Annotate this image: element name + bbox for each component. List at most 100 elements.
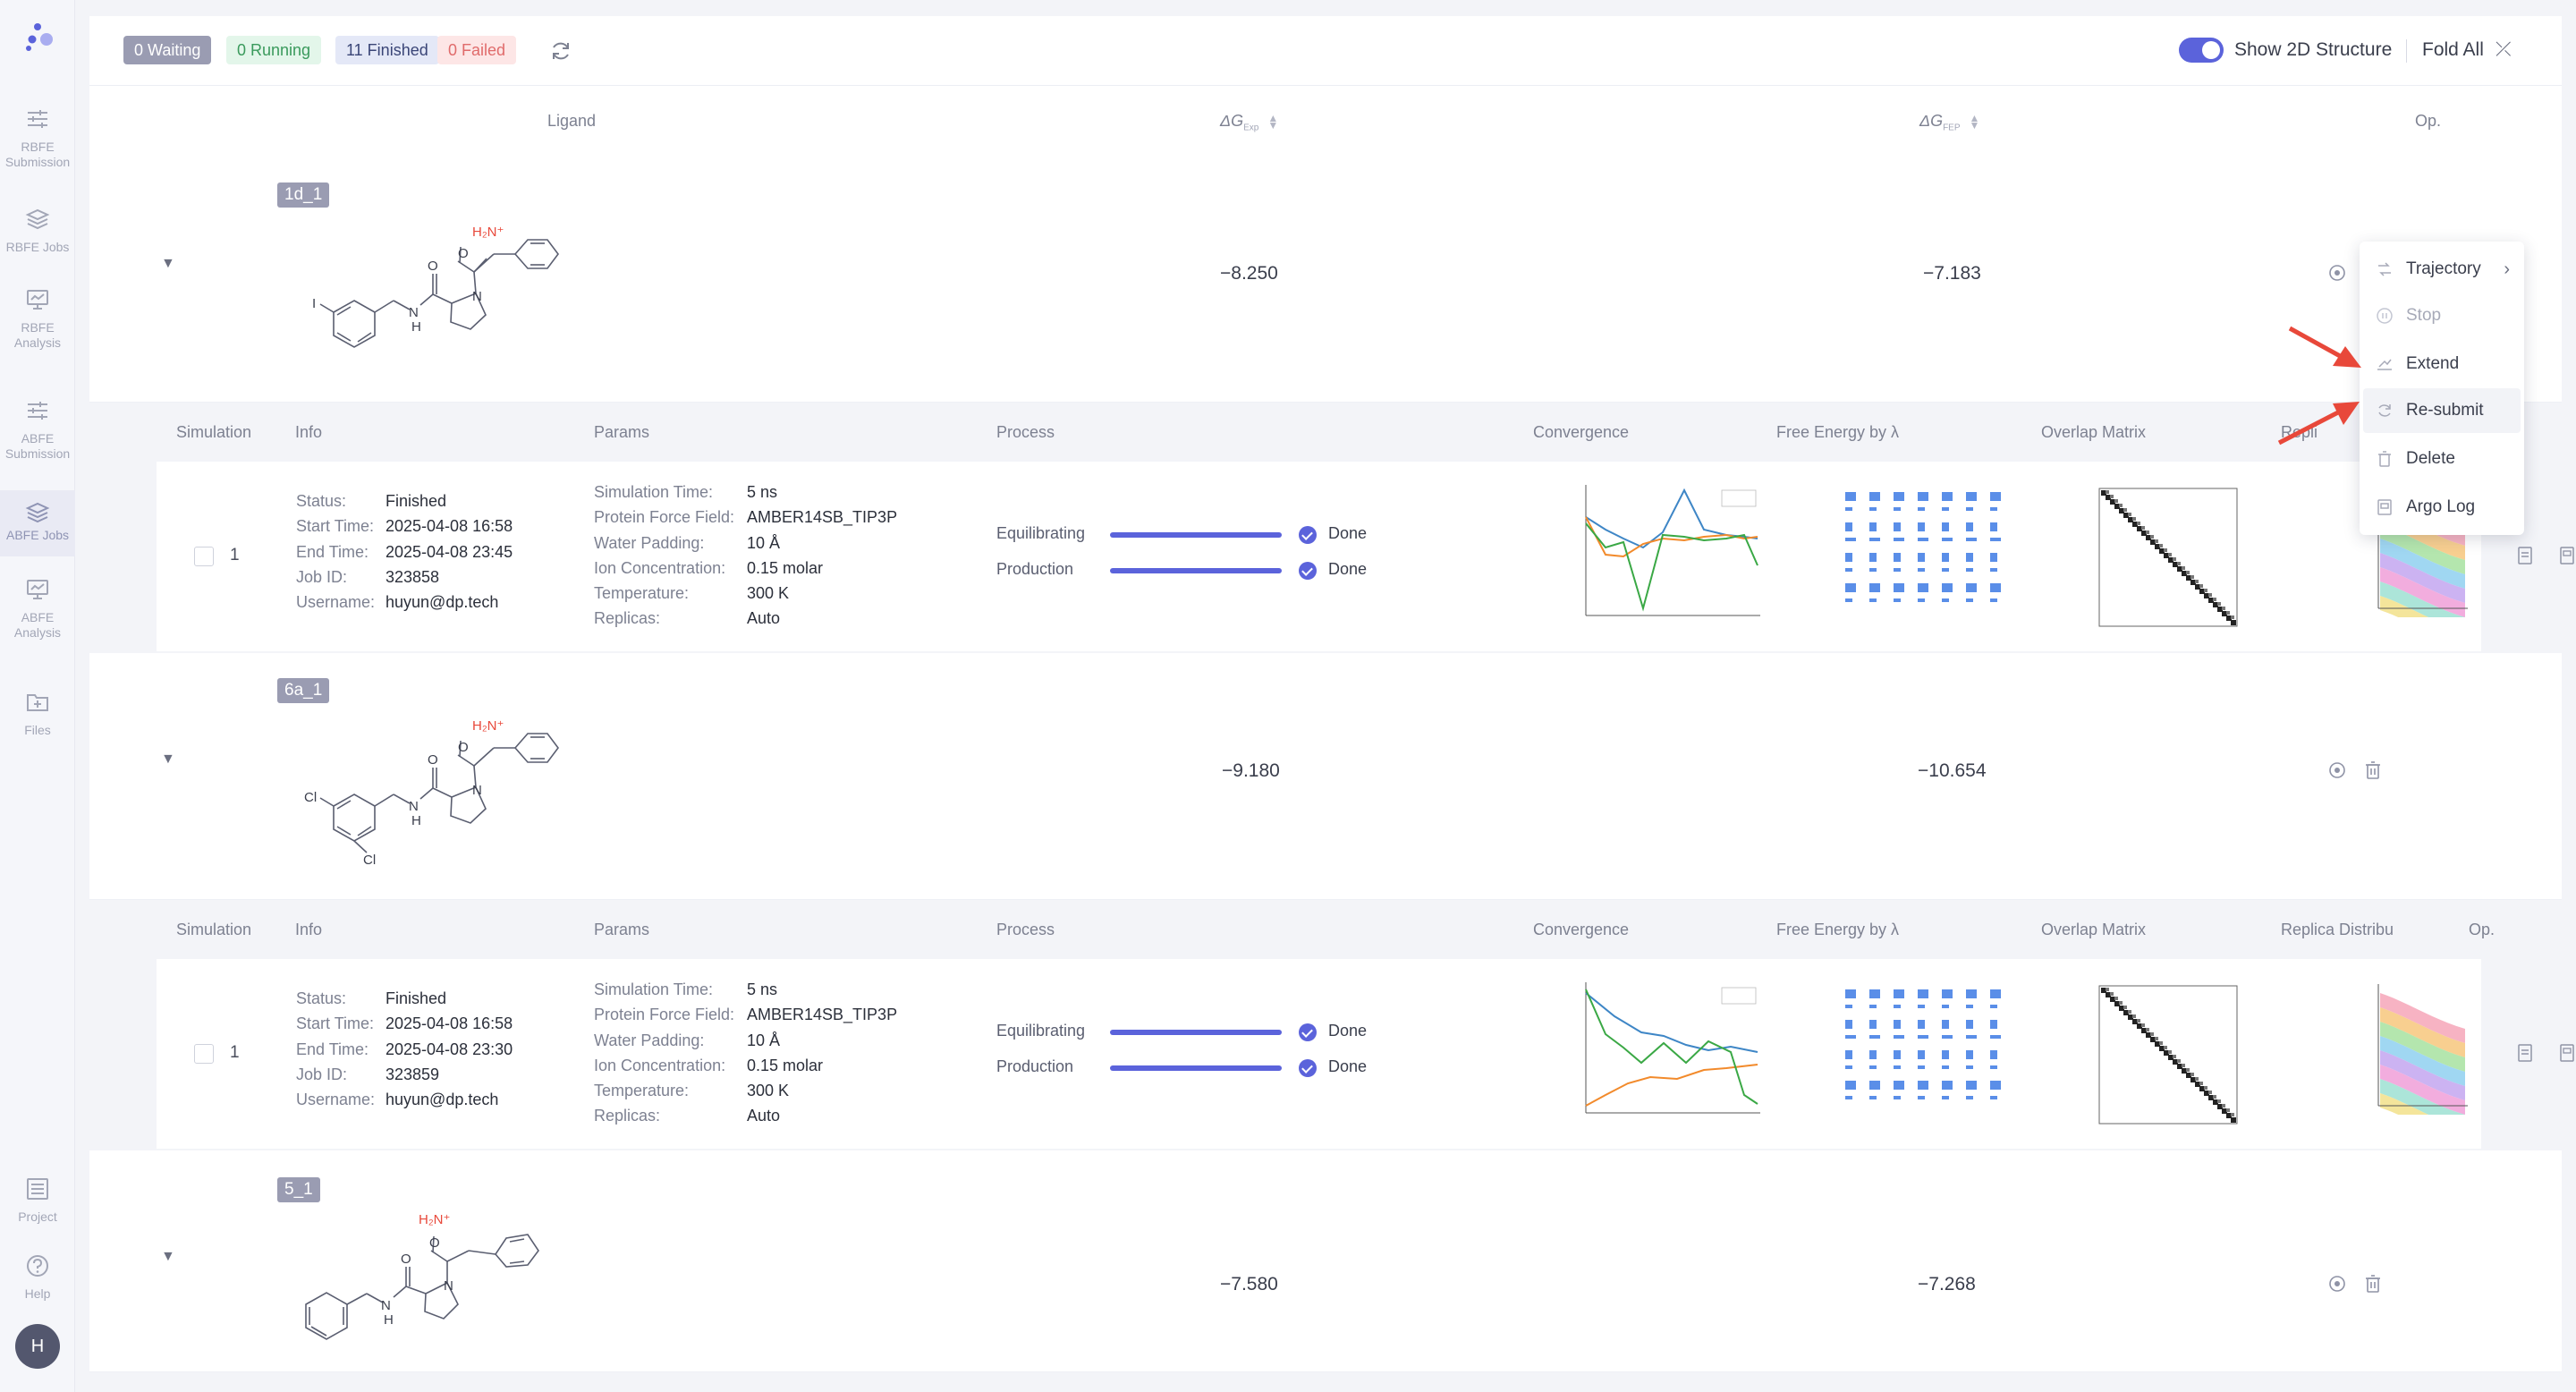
free-energy-bar	[1894, 1005, 1901, 1008]
log-icon[interactable]	[2557, 1043, 2576, 1063]
free-energy-bar	[1869, 1096, 1877, 1099]
free-energy-bar	[1869, 538, 1880, 541]
info-label: Status:	[296, 492, 347, 510]
molecule-structure: I N H O N O H₂N⁺	[312, 225, 559, 348]
running-badge[interactable]: 0 Running	[226, 36, 322, 64]
overlap-cell	[2137, 522, 2140, 525]
replica-distribution-thumbnail[interactable]	[2371, 980, 2470, 1115]
atom-nitrogen-label: N	[472, 783, 482, 798]
menu-item-extend[interactable]: Extend	[2363, 342, 2521, 386]
row-checkbox[interactable]	[194, 1044, 214, 1064]
expand-caret-icon[interactable]: ▼	[161, 751, 175, 767]
sim-column-op: Op.	[2469, 921, 2496, 938]
menu-item-label: Trajectory	[2406, 259, 2481, 278]
free-energy-bar	[1894, 1035, 1904, 1039]
menu-item-resubmit[interactable]: Re-submit	[2363, 388, 2521, 433]
sidebar-item-rbfe-submission[interactable]: RBFE Submission	[0, 106, 75, 170]
free-energy-plot-thumbnail[interactable]	[1836, 487, 2015, 621]
overlap-cell	[2128, 1014, 2133, 1020]
overlap-frame	[2098, 985, 2238, 1125]
document-icon[interactable]	[2515, 546, 2535, 565]
simulation-number: 1	[230, 1043, 240, 1062]
avatar[interactable]: H	[15, 1324, 60, 1369]
chevron-right-icon: ›	[2504, 259, 2510, 279]
sidebar-item-project[interactable]: Project	[0, 1176, 75, 1225]
fold-all-button[interactable]: Fold All	[2422, 39, 2484, 60]
atom-oxygen-label: O	[458, 246, 469, 261]
expand-caret-icon[interactable]: ▼	[161, 256, 175, 271]
free-energy-bar	[1966, 538, 1977, 541]
sidebar-item-rbfe-jobs[interactable]: RBFE Jobs	[0, 206, 75, 255]
overlap-matrix-thumbnail[interactable]	[2097, 984, 2239, 1125]
job-id-value: 323859	[386, 1065, 440, 1083]
column-header-dg-exp[interactable]: ΔGExp ▲ ▼	[1220, 86, 1278, 156]
sidebar-item-abfe-submission[interactable]: ABFE Submission	[0, 397, 75, 462]
free-energy-bar	[1990, 538, 2001, 541]
free-energy-bar	[1942, 553, 1949, 562]
sidebar-item-help[interactable]: Help	[0, 1252, 75, 1302]
app-logo-icon[interactable]	[13, 13, 63, 63]
refresh-icon[interactable]	[549, 39, 572, 63]
sidebar-item-rbfe-analysis[interactable]: RBFE Analysis	[0, 286, 75, 351]
temperature-value: 300 K	[747, 1082, 790, 1100]
document-icon[interactable]	[2515, 1043, 2535, 1063]
log-icon[interactable]	[2557, 546, 2576, 565]
free-energy-bar	[1845, 1035, 1856, 1039]
free-energy-plot-thumbnail[interactable]	[1836, 984, 2015, 1118]
overlap-cell	[2217, 1099, 2221, 1103]
expand-caret-icon[interactable]: ▼	[161, 1249, 175, 1264]
trash-icon[interactable]	[2363, 1274, 2383, 1294]
overlap-matrix-thumbnail[interactable]	[2097, 487, 2239, 628]
atom-oxygen-label: O	[401, 1252, 411, 1267]
overlap-cell	[2186, 1073, 2191, 1078]
show-2d-structure-toggle[interactable]	[2179, 38, 2224, 63]
overlap-cell	[2106, 988, 2109, 991]
sidebar-item-files[interactable]: Files	[0, 689, 75, 738]
overlap-cell	[2146, 530, 2149, 534]
overlap-frame	[2098, 488, 2238, 627]
trash-icon[interactable]	[2363, 760, 2383, 780]
sim-column-convergence: Convergence	[1533, 423, 1630, 441]
view-icon[interactable]	[2327, 760, 2347, 780]
sidebar-item-abfe-jobs[interactable]: ABFE Jobs	[0, 490, 75, 556]
dg-exp-label: ΔG	[1220, 112, 1244, 130]
failed-badge[interactable]: 0 Failed	[437, 36, 517, 64]
free-energy-bar	[1894, 1096, 1901, 1099]
status-value: Finished	[386, 989, 447, 1007]
column-header-dg-fep[interactable]: ΔGFEP ▲ ▼	[1919, 86, 1979, 156]
dg-exp-subscript: Exp	[1243, 123, 1259, 133]
sort-icon[interactable]: ▲ ▼	[1267, 112, 1279, 132]
free-energy-bar	[1894, 989, 1904, 998]
overlap-cell	[2150, 1032, 2154, 1036]
view-icon[interactable]	[2327, 1274, 2347, 1294]
waiting-badge[interactable]: 0 Waiting	[123, 36, 212, 64]
replicas-value: Auto	[747, 609, 781, 628]
overlap-cell	[2106, 992, 2111, 997]
sort-icon[interactable]: ▲ ▼	[1969, 112, 1980, 132]
fold-all-icon[interactable]: ⤫	[2496, 38, 2512, 60]
overlap-cell	[2114, 1001, 2120, 1006]
equilibrating-label: Equilibrating	[996, 524, 1086, 542]
water-padding-value: 10 Å	[747, 1031, 781, 1049]
menu-item-trajectory[interactable]: Trajectory ›	[2363, 247, 2521, 292]
free-energy-bar	[1942, 583, 1953, 592]
menu-item-delete[interactable]: Delete	[2363, 437, 2521, 481]
finished-badge[interactable]: 11 Finished	[335, 36, 439, 64]
row-checkbox[interactable]	[194, 547, 214, 566]
menu-item-argo-log[interactable]: Argo Log	[2363, 485, 2521, 530]
convergence-plot-thumbnail[interactable]	[1579, 980, 1762, 1119]
free-energy-bar	[1990, 598, 1997, 602]
username-value: huyun@dp.tech	[386, 593, 499, 612]
overlap-cell	[2132, 522, 2138, 527]
sidebar-item-abfe-analysis[interactable]: ABFE Analysis	[0, 576, 75, 641]
check-circle-icon	[1299, 526, 1317, 544]
equilibrating-label: Equilibrating	[996, 1022, 1086, 1040]
arrow-head	[2333, 402, 2360, 425]
overlap-cell	[2141, 1028, 2147, 1033]
view-icon[interactable]	[2327, 263, 2347, 283]
menu-item-stop[interactable]: Stop	[2363, 293, 2521, 338]
overlap-cell	[2119, 508, 2124, 514]
status-toolbar: 0 Waiting 0 Running 11 Finished 0 Failed…	[89, 16, 2562, 86]
info-label: Job ID:	[296, 1065, 348, 1083]
convergence-plot-thumbnail[interactable]	[1579, 483, 1762, 622]
